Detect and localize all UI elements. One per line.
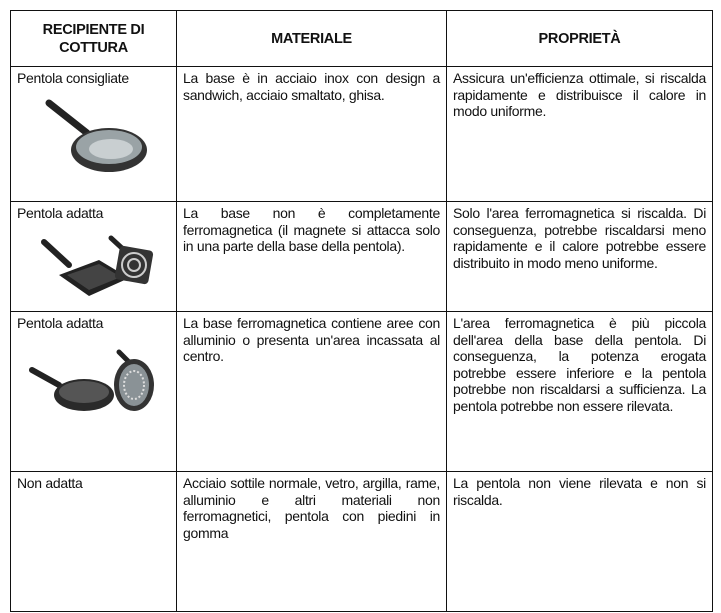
cell: Acciaio sottile normale, vetro, argilla,… xyxy=(176,471,447,612)
cell: Assicura un'efficienza ottimale, si risc… xyxy=(446,66,713,202)
cell: Pentola consigliate xyxy=(10,66,177,202)
pan-icon xyxy=(28,349,154,411)
header-cell: RECIPIENTE DI COTTURA xyxy=(10,10,177,67)
cell: La base è in acciaio inox con design a s… xyxy=(176,66,447,202)
header-cell: PROPRIETÀ xyxy=(446,10,713,67)
cookware-table: RECIPIENTE DI COTTURA MATERIALE PROPRIET… xyxy=(10,10,713,612)
cell: Pentola adatta xyxy=(10,201,177,312)
cell: La base ferromagnetica contiene aree con… xyxy=(176,311,447,472)
cell-text: Pentola adatta xyxy=(17,205,104,221)
cell-text: Pentola consigliate xyxy=(17,70,129,86)
row: Pentola adatta La base ferromagnetica co… xyxy=(10,311,713,472)
row: Non adatta Acciaio sottile normale, vetr… xyxy=(10,471,713,612)
pan-icon xyxy=(45,99,147,172)
cell: L'area ferromagnetica è più piccola dell… xyxy=(446,311,713,472)
header-row: RECIPIENTE DI COTTURA MATERIALE PROPRIET… xyxy=(10,10,713,67)
row: Pentola adatta La base non è completamen… xyxy=(10,201,713,312)
row: Pentola consigliate La base è in acciaio… xyxy=(10,66,713,202)
cell: Non adatta xyxy=(10,471,177,612)
cell: La base non è completamente ferromagneti… xyxy=(176,201,447,312)
cell: La pentola non viene rilevata e non si r… xyxy=(446,471,713,612)
pan-icon xyxy=(40,235,153,296)
cell: Pentola adatta xyxy=(10,311,177,472)
header-cell: MATERIALE xyxy=(176,10,447,67)
cell-text: Pentola adatta xyxy=(17,315,104,331)
cell: Solo l'area ferromagnetica si riscalda. … xyxy=(446,201,713,312)
